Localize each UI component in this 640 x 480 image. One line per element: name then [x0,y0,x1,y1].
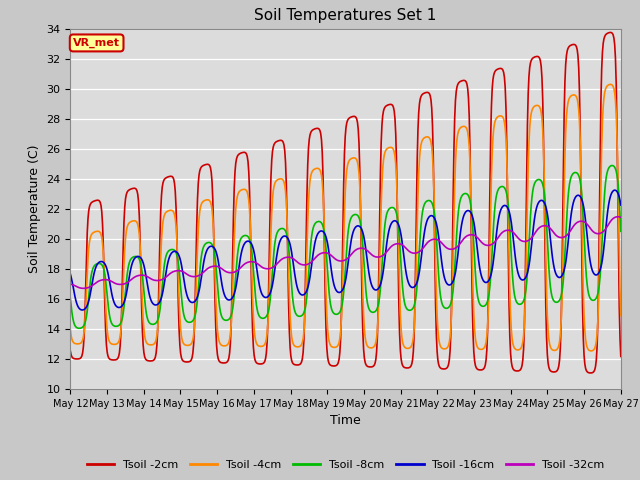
Y-axis label: Soil Temperature (C): Soil Temperature (C) [28,144,41,273]
X-axis label: Time: Time [330,414,361,427]
Legend: Tsoil -2cm, Tsoil -4cm, Tsoil -8cm, Tsoil -16cm, Tsoil -32cm: Tsoil -2cm, Tsoil -4cm, Tsoil -8cm, Tsoi… [82,456,609,474]
Title: Soil Temperatures Set 1: Soil Temperatures Set 1 [255,9,436,24]
Text: VR_met: VR_met [73,38,120,48]
